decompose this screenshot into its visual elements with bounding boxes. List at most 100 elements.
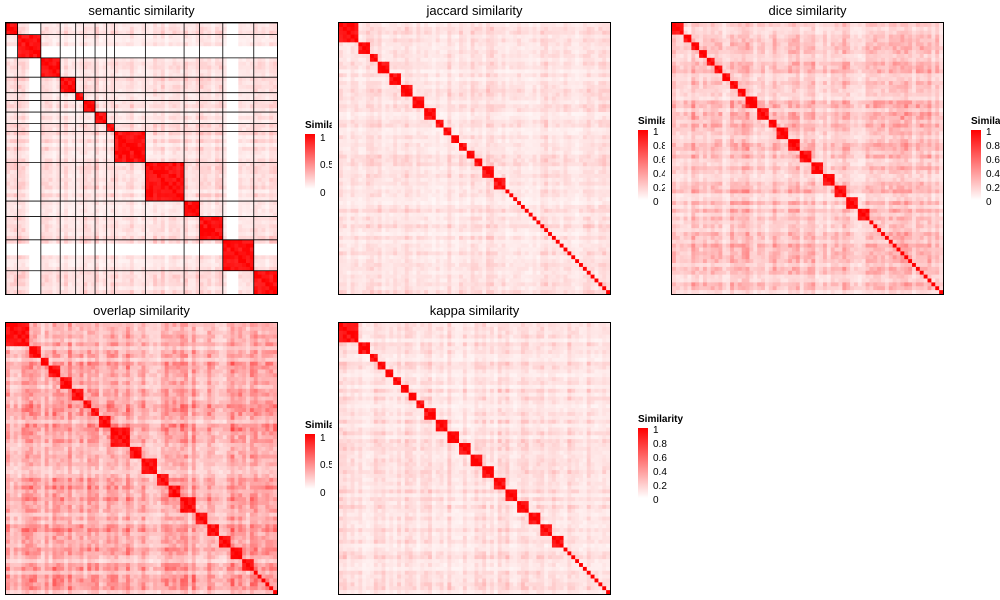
heatmap-cell [52, 38, 57, 43]
heatmap-cell [253, 81, 259, 86]
heatmap-cell [122, 162, 127, 167]
heatmap-cell [6, 282, 11, 287]
heatmap-cell [133, 290, 139, 294]
heatmap-cell [172, 61, 177, 66]
heatmap-cell [215, 224, 220, 229]
heatmap-cell [203, 42, 208, 47]
heatmap-cell [36, 42, 42, 47]
heatmap-cell [141, 135, 146, 140]
heatmap-cell [44, 290, 49, 294]
heatmap-cell [29, 42, 34, 47]
heatmap-cell [211, 290, 216, 294]
heatmap-cell [172, 232, 177, 237]
heatmap-cell [249, 23, 255, 28]
heatmap-cell [44, 96, 49, 101]
heatmap-cell [98, 259, 104, 264]
heatmap-cell [13, 251, 19, 256]
heatmap-cell [75, 216, 80, 221]
heatmap-cell [36, 224, 42, 229]
heatmap-cell [168, 158, 173, 163]
heatmap-cell [98, 61, 104, 66]
heatmap-cell [261, 88, 266, 94]
heatmap-cell [257, 177, 262, 183]
heatmap-cell [265, 228, 270, 233]
heatmap-cell [48, 123, 53, 128]
heatmap-cell [207, 73, 212, 78]
heatmap-cell [129, 270, 135, 276]
heatmap-cell [79, 239, 84, 245]
heatmap-cell [249, 146, 255, 152]
heatmap-cell [91, 53, 96, 59]
heatmap-cell [265, 127, 270, 132]
heatmap-cell [172, 166, 177, 171]
heatmap-cell [122, 173, 127, 179]
heatmap-cell [261, 201, 266, 206]
heatmap-cell [44, 158, 49, 163]
heatmap-cell [106, 127, 111, 132]
heatmap-cell [261, 96, 266, 101]
heatmap-cell [211, 135, 216, 140]
heatmap-cell [71, 216, 77, 221]
heatmap-cell [153, 177, 158, 183]
heatmap-cell [122, 263, 127, 268]
heatmap-cell [21, 166, 26, 171]
heatmap-cell [261, 150, 266, 156]
heatmap-cell [222, 81, 228, 86]
heatmap-cell [87, 146, 92, 152]
heatmap-cell [184, 57, 189, 63]
heatmap-cell [110, 286, 115, 291]
heatmap-cell [44, 181, 49, 186]
heatmap-cell [40, 216, 46, 221]
heatmap-cell [64, 158, 69, 163]
heatmap-cell [102, 34, 108, 39]
heatmap-cell [222, 38, 228, 43]
heatmap-cell [137, 127, 142, 132]
heatmap-cell [149, 162, 154, 167]
heatmap-cell [199, 154, 204, 159]
heatmap-cell [137, 146, 142, 152]
heatmap-cell [218, 232, 224, 237]
heatmap-cell [222, 96, 228, 101]
heatmap-cell [122, 224, 127, 229]
heatmap-cell [13, 23, 19, 28]
heatmap-cell [153, 278, 158, 283]
heatmap-cell [234, 208, 239, 214]
heatmap-cell [102, 154, 108, 159]
heatmap-cell [187, 270, 193, 276]
heatmap-cell [40, 57, 46, 63]
heatmap-cell [71, 61, 77, 66]
heatmap-cell [106, 34, 111, 39]
heatmap-cell [9, 50, 15, 55]
heatmap-cell [164, 243, 169, 248]
heatmap-cell [203, 50, 208, 55]
heatmap-cell [226, 189, 231, 194]
heatmap-cell [137, 34, 142, 39]
heatmap-cell [25, 46, 30, 51]
heatmap-cell [156, 81, 162, 86]
heatmap-cell [489, 23, 495, 28]
heatmap-cell [33, 181, 38, 186]
heatmap-cell [33, 57, 38, 63]
heatmap-cell [226, 181, 231, 186]
heatmap-cell [261, 177, 266, 183]
heatmap-cell [199, 100, 204, 105]
heatmap-cell [203, 96, 208, 101]
heatmap-cell [149, 228, 154, 233]
heatmap-cell [269, 143, 274, 148]
heatmap-cell [273, 77, 277, 82]
heatmap-cell [64, 135, 69, 140]
heatmap-cell [33, 73, 38, 78]
heatmap-cell [106, 46, 111, 51]
heatmap-cell [98, 139, 104, 144]
heatmap-cell [126, 247, 131, 252]
heatmap-cell [153, 189, 158, 194]
heatmap-cell [265, 84, 270, 90]
heatmap-cell [79, 282, 84, 287]
heatmap-cell [218, 181, 224, 186]
heatmap-cell [98, 26, 104, 32]
heatmap-cell [87, 162, 92, 167]
heatmap-cell [13, 38, 19, 43]
heatmap-cell [257, 38, 262, 43]
heatmap-cell [153, 38, 158, 43]
heatmap-cell [21, 77, 26, 82]
